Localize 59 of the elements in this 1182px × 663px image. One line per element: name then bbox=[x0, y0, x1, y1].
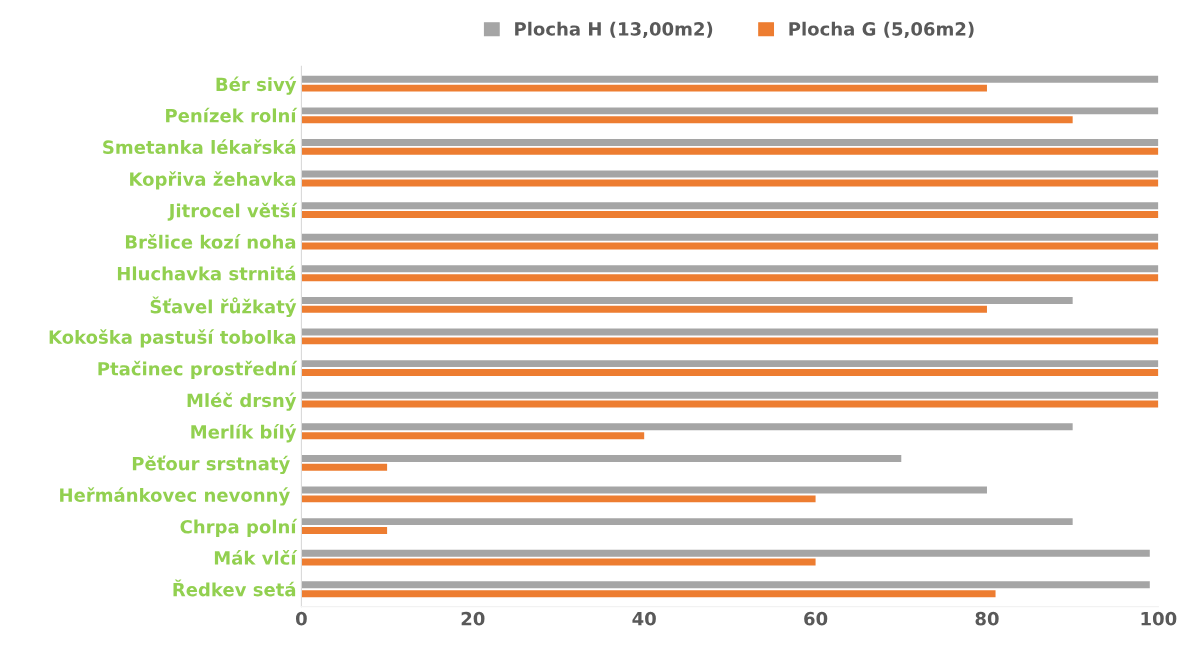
bar bbox=[301, 84, 987, 92]
x-tick-label: 60 bbox=[804, 611, 828, 626]
legend-label: Plocha H (13,00m2) bbox=[515, 21, 713, 39]
bar bbox=[301, 463, 388, 471]
x-tick-label: 100 bbox=[1141, 611, 1177, 626]
bar bbox=[301, 423, 1073, 431]
bar bbox=[301, 242, 1159, 250]
bar bbox=[301, 369, 1159, 376]
bar bbox=[301, 454, 902, 462]
y-tick-label: Šťavel řůžkatý bbox=[150, 296, 297, 318]
y-tick-label: Kopřiva žehavka bbox=[130, 171, 296, 190]
bar bbox=[301, 296, 1073, 304]
bar bbox=[301, 518, 1073, 526]
y-tick-label: Heřmánkovec nevonný bbox=[60, 487, 290, 506]
x-tick-label: 80 bbox=[975, 611, 999, 626]
y-tick-label: Penízek rolní bbox=[166, 107, 298, 123]
bar bbox=[301, 233, 1159, 241]
bar bbox=[301, 495, 816, 503]
bar bbox=[301, 147, 1159, 155]
x-tick-label: 40 bbox=[632, 611, 656, 626]
bar bbox=[301, 265, 1159, 273]
bar bbox=[301, 107, 1159, 115]
bar bbox=[301, 170, 1159, 178]
bar bbox=[301, 590, 996, 598]
bar bbox=[301, 527, 388, 534]
y-tick-label: Jitrocel větší bbox=[167, 202, 298, 221]
y-tick-label: Hluchavka strnitá bbox=[117, 265, 296, 281]
bar bbox=[301, 337, 1159, 345]
bar bbox=[301, 274, 1159, 282]
bar bbox=[301, 328, 1159, 336]
bar bbox=[301, 75, 1159, 83]
bar bbox=[301, 138, 1159, 146]
x-tick-label: 0 bbox=[295, 611, 307, 626]
x-tick-label: 20 bbox=[461, 611, 485, 626]
bar bbox=[301, 305, 987, 313]
y-tick-label: Bršlice kozí noha bbox=[125, 234, 296, 249]
y-tick-label: Ředkev setá bbox=[173, 579, 296, 597]
bar bbox=[301, 360, 1159, 368]
bar bbox=[301, 400, 1159, 408]
y-tick-label: Kokoška pastuší tobolka bbox=[49, 329, 296, 348]
legend-label: Plocha G (5,06m2) bbox=[789, 21, 974, 39]
y-tick-label: Merlík bílý bbox=[191, 424, 297, 443]
bar bbox=[301, 558, 816, 566]
y-tick-label: Mléč drsný bbox=[187, 392, 297, 411]
y-tick-label: Chrpa polní bbox=[180, 518, 298, 538]
y-tick-label: Ptačinec prostřední bbox=[98, 360, 298, 380]
bar bbox=[301, 116, 1073, 124]
y-tick-label: Pěťour srstnatý bbox=[132, 455, 290, 475]
bar bbox=[301, 211, 1159, 218]
bar bbox=[301, 179, 1159, 187]
bar bbox=[301, 581, 1150, 589]
bar bbox=[301, 486, 987, 494]
bar bbox=[301, 202, 1159, 210]
y-tick-label: Bér sivý bbox=[216, 76, 297, 95]
y-tick-label: Mák vlčí bbox=[214, 550, 298, 565]
bar bbox=[301, 549, 1150, 557]
bar bbox=[301, 391, 1159, 399]
y-tick-label: Smetanka lékařská bbox=[103, 139, 296, 154]
bar bbox=[301, 432, 645, 440]
